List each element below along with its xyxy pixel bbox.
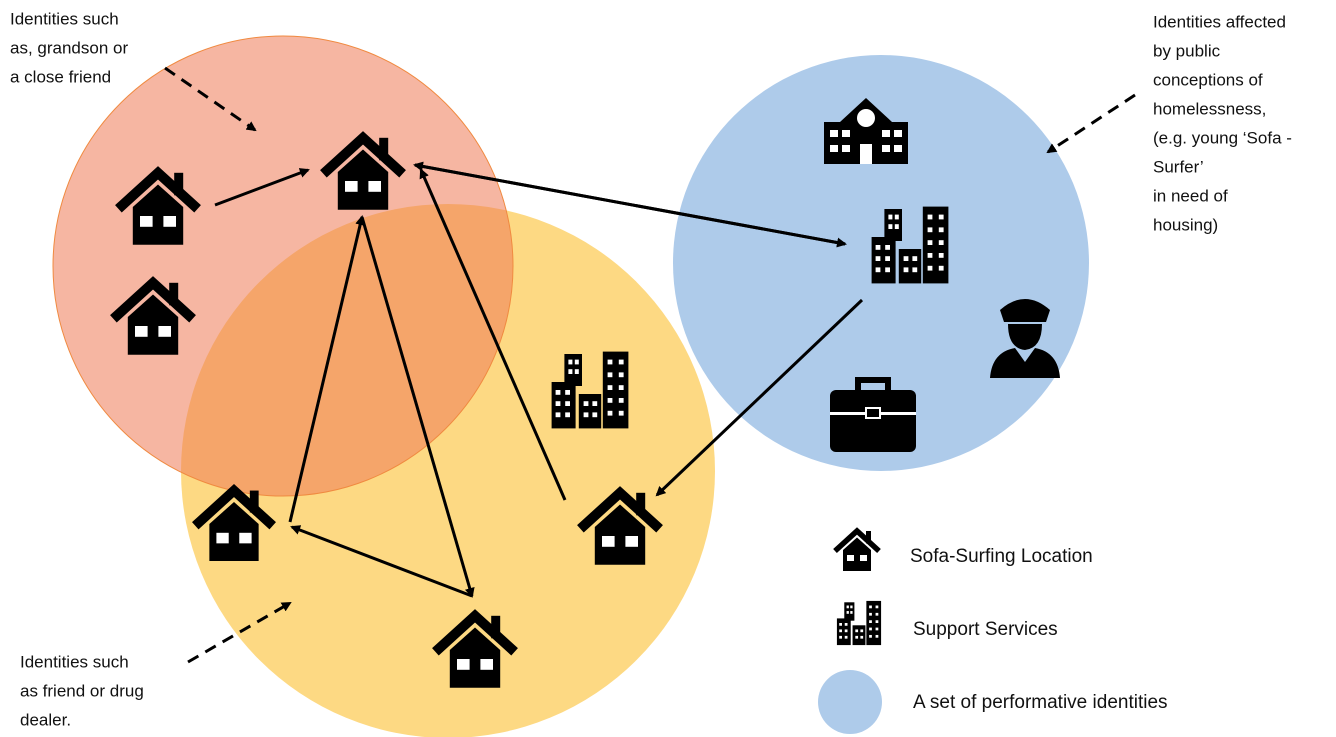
briefcase-icon	[830, 377, 916, 452]
dashed-arrow	[1046, 93, 1136, 154]
annotation-line: as friend or drug	[20, 681, 144, 700]
red-circle	[52, 35, 514, 497]
arrows	[164, 66, 1136, 664]
annotation-line: a close friend	[10, 67, 111, 86]
annotation-line: by public	[1153, 41, 1221, 60]
arrow	[655, 298, 864, 497]
annotations: Identities such as, grandson or a close fr…	[10, 9, 1292, 729]
annotation-line: Surfer’	[1153, 157, 1204, 176]
legend: Sofa-Surfing Location Support Services A…	[818, 531, 1168, 734]
icons	[113, 98, 1060, 688]
legend-building-icon	[836, 600, 882, 646]
annotation-line: Identities affected	[1153, 12, 1286, 31]
legend-label: A set of performative identities	[913, 692, 1168, 713]
legend-label: Support Services	[913, 619, 1058, 640]
annotation-line: homelessness,	[1153, 99, 1266, 118]
hospital-icon	[824, 98, 908, 164]
annotation-line: as, grandson or	[10, 38, 128, 57]
arrow	[288, 215, 366, 523]
dashed-arrow	[164, 66, 257, 132]
annotation-line: conceptions of	[1153, 70, 1263, 89]
legend-house-icon	[835, 531, 879, 571]
annotation-line: dealer.	[20, 710, 71, 729]
arrow	[214, 168, 310, 207]
police-icon	[990, 299, 1060, 378]
arrow	[413, 161, 846, 246]
annotation-line: Identities such	[10, 9, 119, 28]
annotation-line: in need of	[1153, 186, 1228, 205]
legend-circle	[818, 670, 882, 734]
annotation-line: housing)	[1153, 215, 1218, 234]
annotation-line: Identities such	[20, 652, 129, 671]
arrow	[290, 525, 473, 598]
legend-label: Sofa-Surfing Location	[910, 546, 1093, 567]
arrow	[419, 168, 567, 501]
annotation-line: (e.g. young ‘Sofa -	[1153, 128, 1292, 147]
arrow	[360, 216, 475, 598]
